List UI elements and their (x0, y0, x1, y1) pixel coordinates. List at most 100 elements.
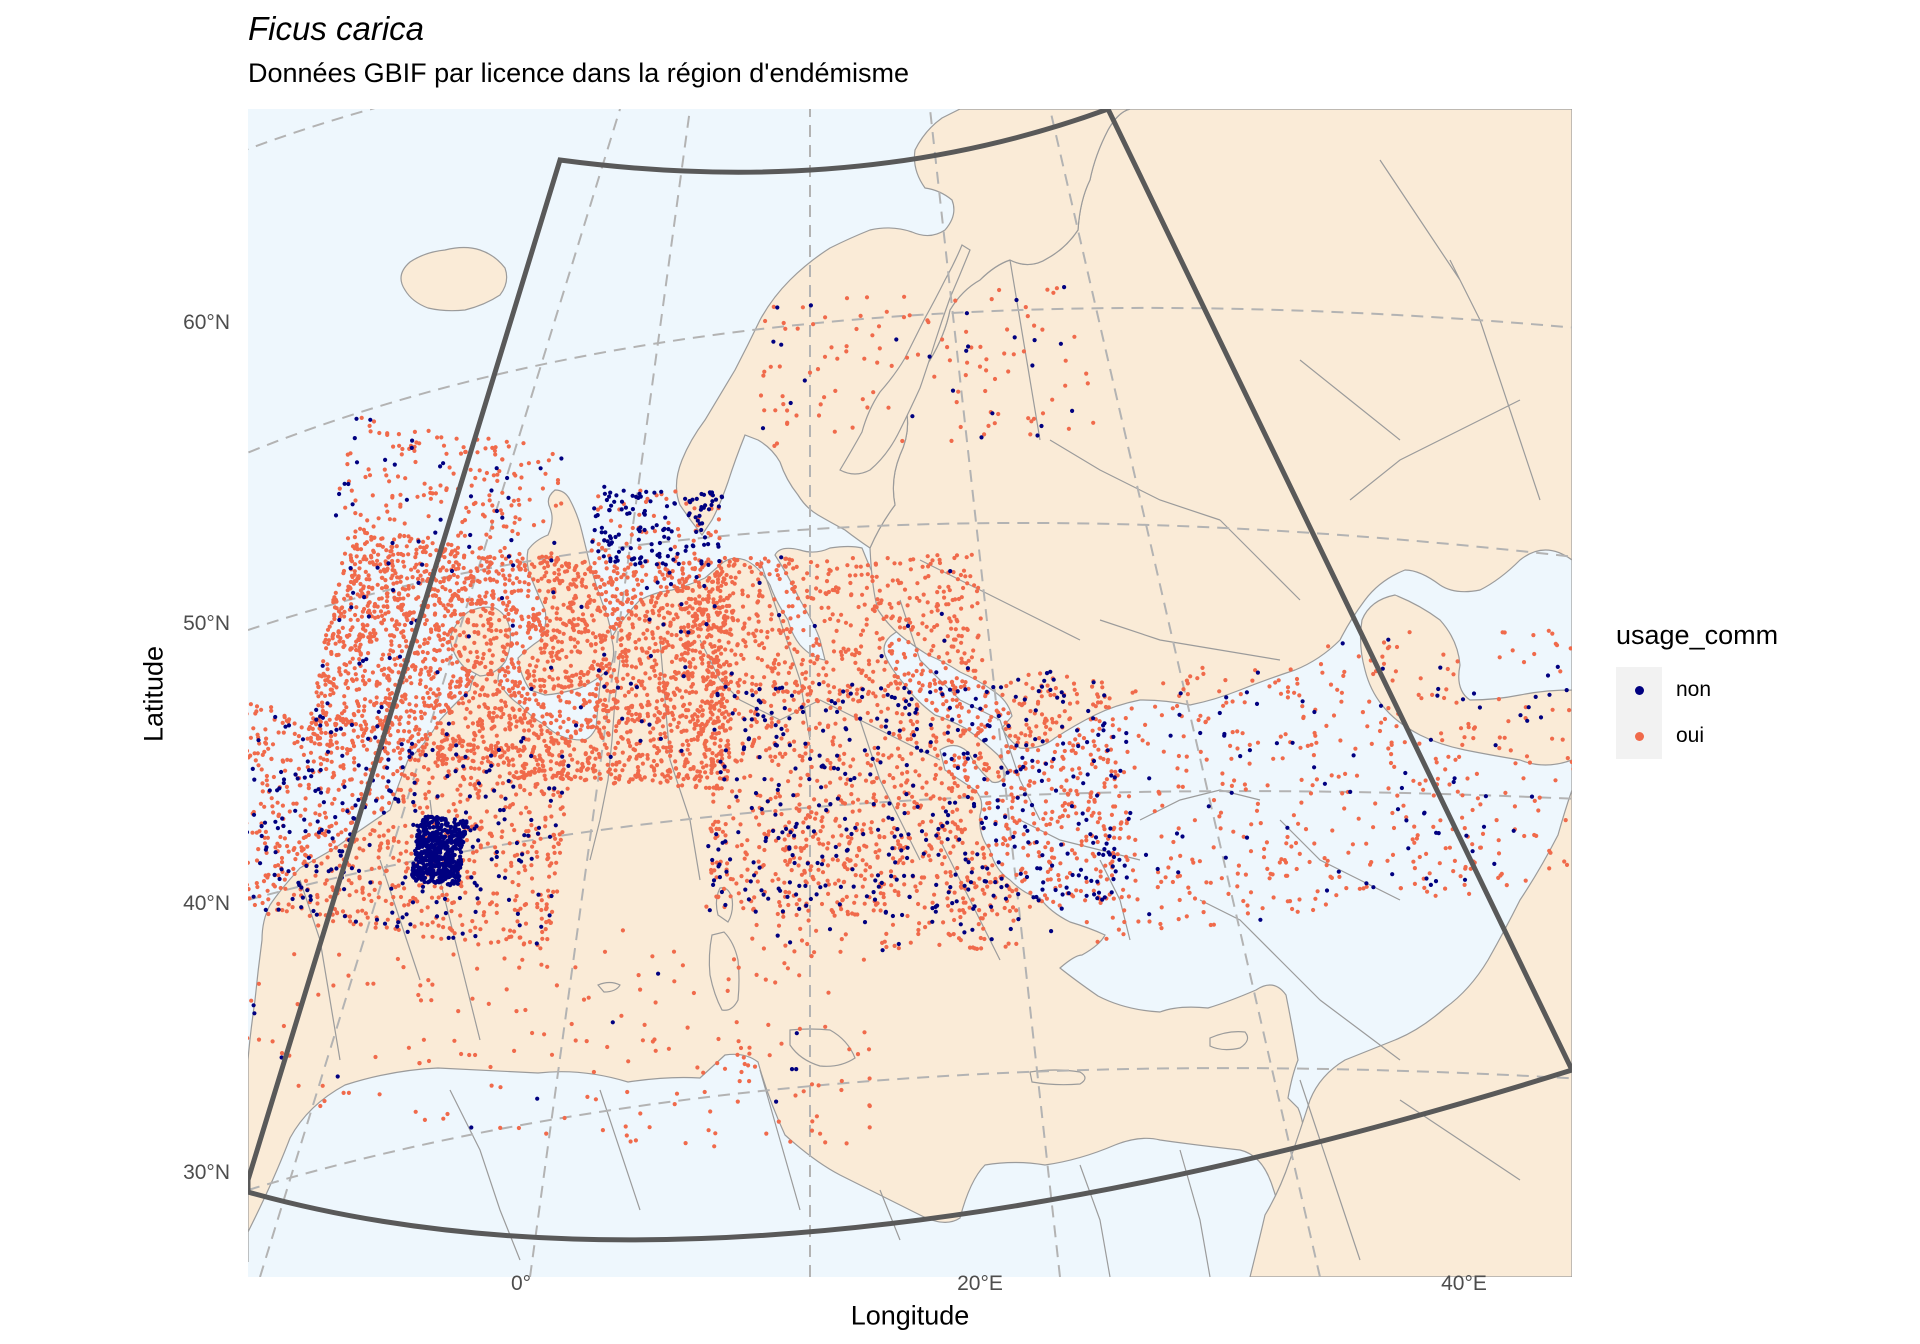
occurrence-point-oui (676, 772, 682, 777)
occurrence-point-oui (700, 612, 705, 617)
occurrence-point-oui (384, 925, 389, 930)
occurrence-point-oui (826, 571, 831, 577)
occurrence-point-oui (454, 581, 459, 586)
occurrence-point-oui (422, 700, 427, 705)
occurrence-point-oui (895, 675, 900, 680)
occurrence-point-oui (757, 588, 762, 594)
occurrence-point-oui (655, 716, 660, 721)
occurrence-point-oui (375, 773, 380, 778)
occurrence-point-oui (912, 800, 917, 805)
occurrence-point-oui (1032, 780, 1037, 785)
occurrence-point-oui (626, 608, 631, 614)
occurrence-point-oui (487, 710, 492, 715)
occurrence-point-oui (706, 618, 711, 623)
occurrence-point-oui (516, 690, 522, 695)
occurrence-point-oui (408, 788, 413, 793)
occurrence-point-oui (528, 791, 533, 797)
occurrence-point-oui (521, 686, 526, 691)
occurrence-point-oui (584, 604, 589, 609)
occurrence-point-oui (377, 718, 383, 723)
occurrence-point-oui (648, 738, 653, 743)
occurrence-point-oui (393, 885, 398, 890)
occurrence-point-oui (460, 774, 465, 780)
occurrence-point-oui (280, 908, 285, 913)
occurrence-point-oui (422, 637, 427, 642)
occurrence-point-oui (723, 728, 729, 733)
occurrence-point-oui (707, 632, 712, 638)
occurrence-point-oui (338, 672, 343, 677)
occurrence-point-oui (291, 892, 297, 897)
occurrence-point-oui (262, 835, 267, 840)
occurrence-point-oui (495, 740, 500, 745)
occurrence-point-oui (455, 813, 460, 819)
occurrence-point-oui (920, 683, 925, 688)
occurrence-point-oui (322, 810, 327, 815)
occurrence-point-oui (574, 584, 579, 589)
occurrence-point-oui (597, 771, 602, 776)
occurrence-point-oui (284, 718, 289, 723)
occurrence-point-oui (438, 580, 443, 585)
occurrence-point-oui (626, 711, 631, 716)
occurrence-point-oui (410, 575, 415, 580)
occurrence-point-oui (792, 647, 797, 652)
occurrence-point-oui (535, 854, 540, 859)
occurrence-point-oui (808, 689, 814, 694)
occurrence-point-oui (544, 555, 549, 560)
occurrence-point-oui (532, 678, 537, 683)
occurrence-point-oui (593, 756, 598, 761)
occurrence-point-oui (343, 827, 348, 832)
occurrence-point-oui (423, 656, 428, 662)
occurrence-point-oui (359, 415, 364, 420)
occurrence-point-oui (839, 653, 844, 658)
occurrence-point-oui (921, 613, 926, 618)
occurrence-point-oui (420, 737, 425, 742)
occurrence-point-oui (810, 652, 815, 657)
occurrence-point-oui (631, 587, 636, 592)
occurrence-point-oui (784, 645, 789, 650)
occurrence-point-oui (333, 590, 338, 596)
occurrence-point-oui (532, 669, 537, 674)
occurrence-point-oui (555, 656, 560, 661)
occurrence-point-oui (639, 646, 644, 651)
occurrence-point-oui (520, 720, 525, 725)
occurrence-point-oui (501, 711, 506, 717)
occurrence-point-oui (409, 834, 414, 839)
occurrence-point-oui (708, 710, 713, 715)
occurrence-point-oui (654, 600, 659, 605)
occurrence-point-oui (693, 665, 698, 670)
occurrence-point-oui (906, 810, 911, 816)
occurrence-point-oui (566, 743, 572, 748)
occurrence-point-oui (914, 740, 919, 745)
occurrence-point-oui (948, 850, 953, 855)
occurrence-point-oui (606, 719, 611, 724)
occurrence-point-oui (899, 783, 904, 788)
occurrence-point-oui (291, 801, 296, 806)
occurrence-point-oui (663, 745, 669, 750)
occurrence-point-oui (773, 657, 778, 663)
occurrence-point-oui (752, 634, 757, 639)
occurrence-point-oui (864, 617, 869, 622)
occurrence-point-oui (799, 872, 805, 877)
occurrence-point-oui (963, 661, 969, 666)
occurrence-point-oui (316, 703, 321, 708)
occurrence-point-oui (354, 677, 359, 682)
occurrence-point-oui (858, 632, 864, 637)
occurrence-point-oui (522, 728, 527, 733)
occurrence-point-oui (599, 577, 604, 582)
occurrence-point-oui (657, 608, 662, 614)
occurrence-point-oui (651, 766, 657, 771)
occurrence-point-oui (325, 627, 331, 632)
occurrence-point-oui (465, 869, 470, 874)
occurrence-point-oui (324, 898, 329, 903)
occurrence-point-oui (1000, 862, 1005, 867)
occurrence-point-oui (817, 841, 822, 846)
occurrence-point-oui (283, 768, 288, 773)
occurrence-point-oui (507, 771, 512, 776)
occurrence-point-oui (728, 575, 734, 580)
occurrence-point-oui (952, 890, 957, 895)
occurrence-point-oui (707, 747, 712, 752)
occurrence-point-oui (422, 641, 427, 646)
occurrence-point-oui (261, 879, 267, 884)
occurrence-point-oui (555, 606, 560, 611)
occurrence-point-oui (542, 667, 547, 672)
